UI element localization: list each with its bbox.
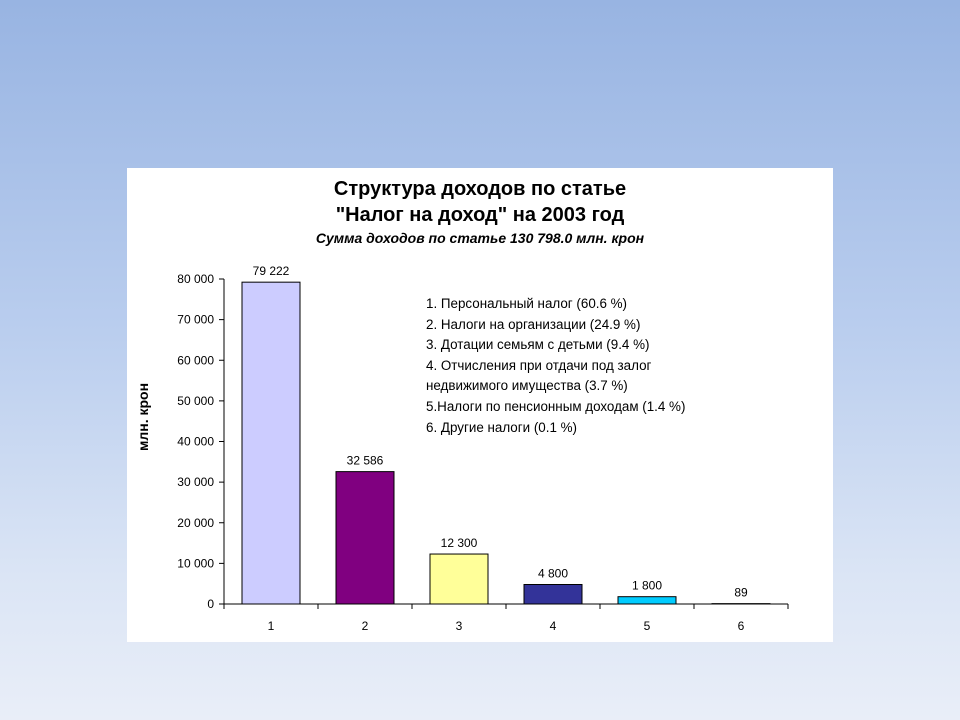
x-tick-label: 5 [644, 619, 651, 633]
data-label: 89 [734, 586, 748, 600]
legend-line: 5.Налоги по пенсионным доходам (1.4 %) [426, 398, 686, 414]
bar [429, 553, 489, 605]
y-tick-label: 60 000 [177, 353, 214, 367]
y-tick-label: 50 000 [177, 394, 214, 408]
legend-line: 2. Налоги на организации (24.9 %) [426, 316, 641, 332]
data-label: 4 800 [538, 567, 568, 581]
data-label: 79 222 [253, 264, 290, 278]
legend-line: недвижимого имущества (3.7 %) [426, 378, 628, 394]
data-label: 1 800 [632, 579, 662, 593]
legend-line: 6. Другие налоги (0.1 %) [426, 419, 577, 435]
chart-title-line-2: "Налог на доход" на 2003 год [335, 204, 625, 226]
data-label: 12 300 [441, 536, 478, 550]
x-tick-label: 3 [456, 619, 463, 633]
y-tick-label: 30 000 [177, 475, 214, 489]
y-tick-label: 10 000 [177, 556, 214, 570]
y-tick-label: 80 000 [177, 272, 214, 286]
x-tick-label: 6 [738, 619, 745, 633]
y-tick-label: 20 000 [177, 516, 214, 530]
legend: 1. Персональный налог (60.6 %) 2. Налоги… [426, 294, 685, 438]
legend-line: 1. Персональный налог (60.6 %) [426, 296, 628, 311]
x-tick-label: 4 [550, 619, 557, 633]
x-tick-label: 1 [268, 619, 275, 633]
y-tick-label: 70 000 [177, 313, 214, 327]
bar [335, 471, 395, 605]
x-tick-label: 2 [362, 619, 369, 633]
y-tick-label: 40 000 [177, 435, 214, 449]
chart-subtitle: Сумма доходов по статье 130 798.0 млн. к… [315, 230, 645, 246]
data-label: 32 586 [347, 454, 384, 468]
bar-chart-plot: 0 10 000 20 000 30 000 40 000 50 000 60 000 70 … [177, 264, 789, 633]
legend-line: 3. Дотации семьям с детьми (9.4 %) [426, 337, 650, 353]
bar [617, 596, 677, 605]
chart-title-line-1: Структура доходов по статье [333, 178, 627, 200]
chart-panel: Структура доходов по статье "Налог на до… [127, 168, 833, 642]
bar [241, 281, 301, 605]
bar [523, 584, 583, 605]
legend-line: 4. Отчисления при отдачи под залог [426, 357, 652, 373]
y-tick-label: 0 [207, 597, 214, 611]
